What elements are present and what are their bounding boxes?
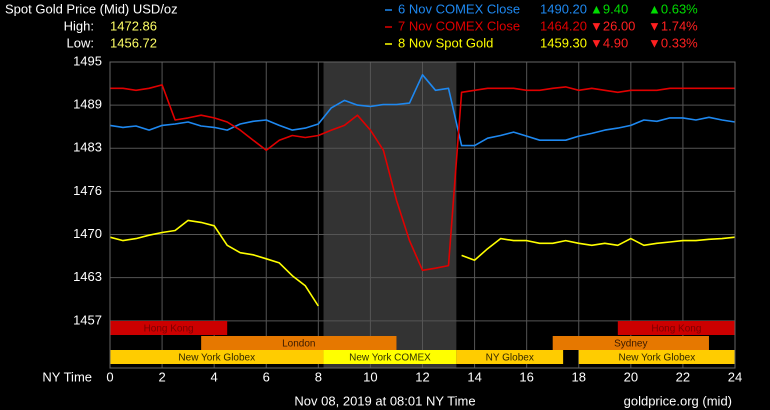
- session-label: London: [282, 339, 315, 350]
- legend-change: ▼4.90: [590, 35, 628, 50]
- series-line: [109, 219, 736, 307]
- session-bar: [110, 321, 228, 335]
- plot-frame: [109, 61, 736, 369]
- session-bar: [201, 336, 397, 350]
- series-line: [110, 84, 735, 272]
- x-tick-label: 14: [467, 369, 481, 384]
- x-tick-label: 18: [572, 369, 586, 384]
- x-tick-label: 12: [415, 369, 429, 384]
- legend-change-pct: ▼0.33%: [648, 35, 698, 50]
- high-label: High:: [64, 18, 94, 33]
- session-label: New York Globex: [178, 353, 255, 364]
- series-line: [109, 74, 736, 147]
- session-label: NY Globex: [486, 353, 534, 364]
- session-bar: [323, 350, 457, 364]
- legend-label: 8 Nov Spot Gold: [398, 35, 493, 50]
- low-value: 1456.72: [110, 35, 157, 50]
- legend-close: 1459.30: [540, 35, 587, 50]
- legend-change-pct: ▲0.63%: [648, 1, 698, 16]
- legend-change: ▼26.00: [590, 18, 635, 33]
- x-tick-label: 10: [363, 369, 377, 384]
- legend-change: ▲9.40: [590, 1, 628, 16]
- legend-label: 7 Nov COMEX Close: [398, 18, 520, 33]
- chart-title: Spot Gold Price (Mid) USD/oz: [5, 1, 178, 16]
- session-bar: [617, 321, 735, 335]
- x-tick-label: 6: [263, 369, 270, 384]
- footer: Nov 08, 2019 at 08:01 NY Time: [294, 393, 475, 408]
- session-label: New York COMEX: [349, 353, 431, 364]
- session-label: Hong Kong: [144, 324, 194, 335]
- highlight-band: [323, 62, 457, 368]
- y-tick-label: 1476: [73, 183, 102, 198]
- legend-close: 1464.20: [540, 18, 587, 33]
- y-tick-label: 1463: [73, 269, 102, 284]
- session-bar: [110, 350, 324, 364]
- x-tick-label: 0: [106, 369, 113, 384]
- x-tick-label: 16: [519, 369, 533, 384]
- session-bar: [578, 350, 735, 364]
- session-label: New York Globex: [619, 353, 696, 364]
- y-tick-label: 1483: [73, 140, 102, 155]
- legend-change-pct: ▼1.74%: [648, 18, 698, 33]
- x-axis-title: NY Time: [42, 369, 92, 384]
- session-bar: [552, 336, 709, 350]
- low-label: Low:: [67, 35, 94, 50]
- y-tick-label: 1470: [73, 226, 102, 241]
- legend-label: 6 Nov COMEX Close: [398, 1, 520, 16]
- high-value: 1472.86: [110, 18, 157, 33]
- y-tick-label: 1495: [73, 53, 102, 68]
- x-tick-label: 24: [728, 369, 742, 384]
- session-label: Sydney: [614, 339, 647, 350]
- x-tick-label: 4: [211, 369, 218, 384]
- x-tick-label: 20: [624, 369, 638, 384]
- y-tick-label: 1457: [73, 312, 102, 327]
- y-tick-label: 1489: [73, 97, 102, 112]
- x-tick-label: 22: [676, 369, 690, 384]
- x-tick-label: 8: [315, 369, 322, 384]
- legend-close: 1490.20: [540, 1, 587, 16]
- x-tick-label: 2: [158, 369, 165, 384]
- session-bar: [456, 350, 564, 364]
- session-label: Hong Kong: [651, 324, 701, 335]
- source: goldprice.org (mid): [624, 393, 732, 408]
